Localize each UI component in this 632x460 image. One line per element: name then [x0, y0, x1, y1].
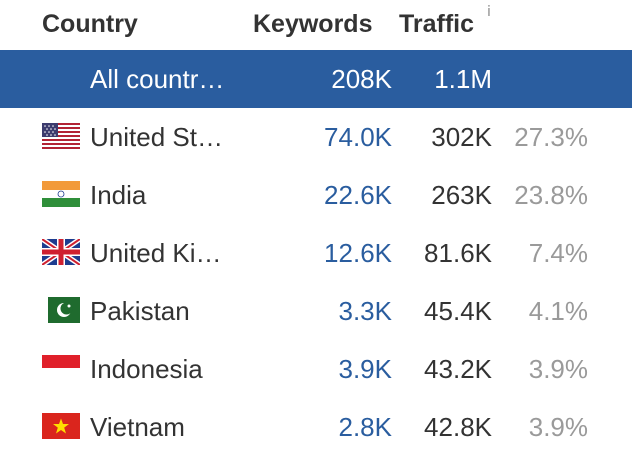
table-row[interactable]: Pakistan 3.3K 45.4K 4.1%: [0, 282, 632, 340]
traffic-value: 1.1M: [434, 64, 492, 94]
keywords-link[interactable]: 3.9K: [338, 354, 393, 384]
traffic-value: 43.2K: [424, 354, 492, 384]
keywords-link[interactable]: 22.6K: [324, 180, 392, 210]
country-name: Pakistan: [90, 296, 190, 326]
india-flag-icon: [42, 181, 80, 207]
pakistan-flag-icon: [42, 297, 80, 323]
column-header-traffic[interactable]: Traffic: [399, 10, 475, 38]
keywords-link[interactable]: 12.6K: [324, 238, 392, 268]
traffic-value: 302K: [431, 122, 492, 152]
country-name: India: [90, 180, 147, 210]
traffic-share: 27.3%: [514, 122, 588, 152]
traffic-value: 81.6K: [424, 238, 492, 268]
table-row[interactable]: Vietnam 2.8K 42.8K 3.9%: [0, 398, 632, 456]
traffic-value: 42.8K: [424, 412, 492, 442]
table-row[interactable]: India 22.6K 263K 23.8%: [0, 166, 632, 224]
table-row-all-countries[interactable]: All countries 208K 1.1M: [0, 50, 632, 108]
table-header: Country Keywords Traffic i: [0, 0, 632, 50]
traffic-share: 23.8%: [514, 180, 588, 210]
traffic-share: 7.4%: [528, 238, 588, 268]
table-row[interactable]: United States 74.0K 302K 27.3%: [0, 108, 632, 166]
country-name: United States: [90, 122, 230, 152]
indonesia-flag-icon: [42, 355, 80, 381]
country-name: Vietnam: [90, 412, 185, 442]
traffic-value: 263K: [431, 180, 492, 210]
keywords-link[interactable]: 3.3K: [338, 296, 393, 326]
column-header-keywords[interactable]: Keywords: [253, 10, 373, 38]
traffic-value: 45.4K: [424, 296, 492, 326]
us-flag-icon: [42, 123, 80, 149]
vietnam-flag-icon: [42, 413, 80, 439]
column-header-country[interactable]: Country: [42, 10, 138, 38]
keywords-value: 208K: [331, 64, 392, 94]
country-name: Indonesia: [90, 354, 203, 384]
traffic-share: 3.9%: [528, 412, 588, 442]
table-row[interactable]: United Kingdom 12.6K 81.6K 7.4%: [0, 224, 632, 282]
country-name: All countries: [90, 64, 230, 94]
uk-flag-icon: [40, 236, 82, 268]
traffic-share: 4.1%: [528, 296, 588, 326]
table-row[interactable]: Indonesia 3.9K 43.2K 3.9%: [0, 340, 632, 398]
traffic-share: 3.9%: [528, 354, 588, 384]
keywords-link[interactable]: 2.8K: [338, 412, 393, 442]
keywords-link[interactable]: 74.0K: [324, 122, 392, 152]
info-icon[interactable]: i: [487, 4, 491, 20]
country-name: United Kingdom: [90, 238, 230, 268]
